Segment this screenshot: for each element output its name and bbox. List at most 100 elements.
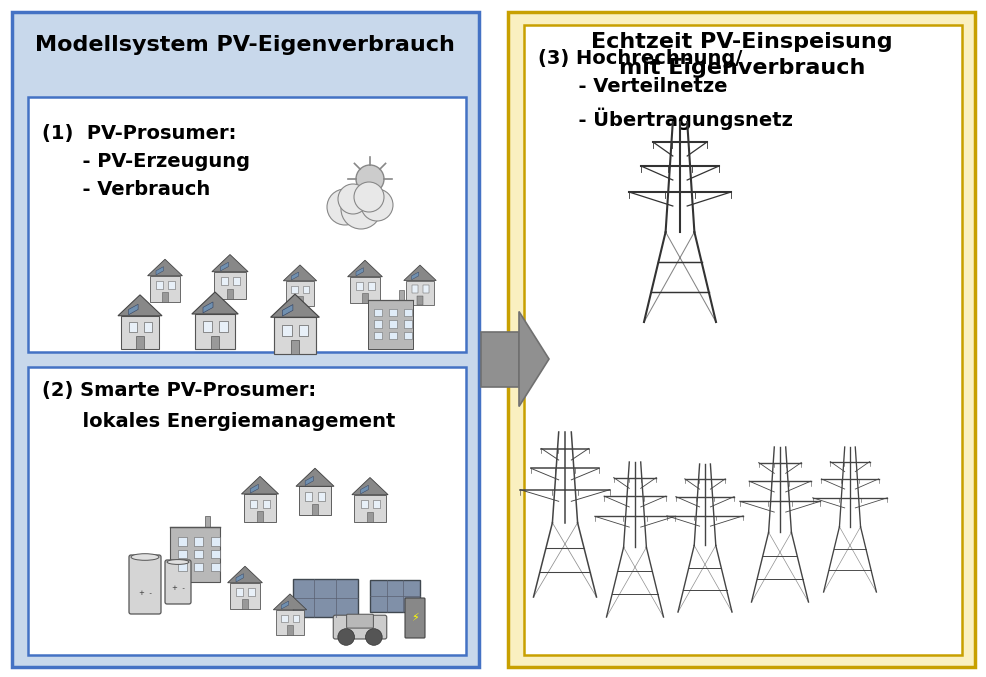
FancyBboxPatch shape <box>210 563 219 571</box>
Circle shape <box>361 189 392 221</box>
Polygon shape <box>283 265 317 281</box>
FancyBboxPatch shape <box>28 97 465 352</box>
FancyBboxPatch shape <box>12 12 478 667</box>
FancyBboxPatch shape <box>194 538 203 546</box>
FancyBboxPatch shape <box>292 579 357 617</box>
Text: Echtzeit PV-Einspeisung
mit Eigenverbrauch: Echtzeit PV-Einspeisung mit Eigenverbrau… <box>591 32 892 79</box>
Polygon shape <box>128 304 138 315</box>
Text: lokales Energiemanagement: lokales Energiemanagement <box>42 412 395 431</box>
FancyBboxPatch shape <box>150 276 179 302</box>
Polygon shape <box>360 485 368 494</box>
FancyBboxPatch shape <box>368 282 375 290</box>
FancyBboxPatch shape <box>242 599 247 609</box>
FancyBboxPatch shape <box>227 288 233 299</box>
FancyBboxPatch shape <box>144 322 152 332</box>
Polygon shape <box>148 259 182 276</box>
Circle shape <box>365 629 382 645</box>
Circle shape <box>356 165 384 193</box>
FancyBboxPatch shape <box>210 538 219 546</box>
Polygon shape <box>228 566 262 583</box>
FancyBboxPatch shape <box>350 277 380 303</box>
FancyBboxPatch shape <box>403 332 411 339</box>
FancyBboxPatch shape <box>177 550 186 559</box>
Polygon shape <box>203 302 213 313</box>
FancyBboxPatch shape <box>333 615 387 639</box>
FancyBboxPatch shape <box>177 538 186 546</box>
FancyBboxPatch shape <box>404 598 425 638</box>
FancyBboxPatch shape <box>370 580 420 612</box>
Polygon shape <box>305 477 313 485</box>
FancyBboxPatch shape <box>129 555 161 614</box>
FancyBboxPatch shape <box>236 588 243 596</box>
FancyBboxPatch shape <box>287 626 293 635</box>
FancyBboxPatch shape <box>374 320 382 328</box>
FancyBboxPatch shape <box>136 336 144 349</box>
FancyBboxPatch shape <box>354 495 386 522</box>
FancyBboxPatch shape <box>305 492 312 501</box>
FancyBboxPatch shape <box>374 332 382 339</box>
FancyBboxPatch shape <box>194 563 203 571</box>
Circle shape <box>340 189 381 229</box>
FancyBboxPatch shape <box>214 271 246 299</box>
FancyBboxPatch shape <box>250 500 257 508</box>
Polygon shape <box>519 311 548 406</box>
FancyBboxPatch shape <box>405 280 434 305</box>
Polygon shape <box>273 594 307 610</box>
FancyBboxPatch shape <box>373 500 380 508</box>
Polygon shape <box>212 255 247 271</box>
FancyBboxPatch shape <box>168 281 175 289</box>
FancyBboxPatch shape <box>362 293 368 303</box>
FancyBboxPatch shape <box>480 332 519 387</box>
Polygon shape <box>411 272 418 280</box>
Text: +  -: + - <box>138 590 151 596</box>
FancyBboxPatch shape <box>398 290 403 299</box>
FancyBboxPatch shape <box>230 583 259 609</box>
FancyBboxPatch shape <box>247 588 254 596</box>
FancyBboxPatch shape <box>121 315 159 349</box>
FancyBboxPatch shape <box>203 321 212 332</box>
FancyBboxPatch shape <box>367 512 373 522</box>
FancyBboxPatch shape <box>346 614 373 628</box>
FancyBboxPatch shape <box>422 286 429 292</box>
Text: (3) Hochrechnung/
      - Verteilnetze
      - Übertragungsnetz: (3) Hochrechnung/ - Verteilnetze - Übert… <box>537 49 792 129</box>
FancyBboxPatch shape <box>417 296 422 305</box>
Polygon shape <box>282 305 293 316</box>
FancyBboxPatch shape <box>367 299 412 349</box>
FancyBboxPatch shape <box>195 314 235 349</box>
Text: ⚡: ⚡ <box>411 613 418 623</box>
Polygon shape <box>352 477 387 495</box>
Circle shape <box>337 629 354 645</box>
FancyBboxPatch shape <box>274 318 316 354</box>
Text: (1)  PV-Prosumer:
      - PV-Erzeugung
      - Verbrauch: (1) PV-Prosumer: - PV-Erzeugung - Verbra… <box>42 124 249 199</box>
Polygon shape <box>347 260 382 277</box>
FancyBboxPatch shape <box>170 527 220 582</box>
Polygon shape <box>236 573 244 582</box>
Polygon shape <box>356 267 363 276</box>
FancyBboxPatch shape <box>312 504 317 515</box>
Polygon shape <box>221 262 228 271</box>
FancyBboxPatch shape <box>297 297 303 306</box>
Polygon shape <box>281 601 288 609</box>
Polygon shape <box>191 292 238 314</box>
FancyBboxPatch shape <box>28 367 465 655</box>
FancyBboxPatch shape <box>293 615 299 622</box>
Polygon shape <box>250 484 258 493</box>
FancyBboxPatch shape <box>156 281 163 289</box>
FancyBboxPatch shape <box>211 336 219 349</box>
Polygon shape <box>156 267 164 275</box>
FancyBboxPatch shape <box>403 309 411 316</box>
Polygon shape <box>296 468 333 486</box>
Polygon shape <box>291 272 298 280</box>
Text: (2) Smarte PV-Prosumer:: (2) Smarte PV-Prosumer: <box>42 381 316 400</box>
FancyBboxPatch shape <box>281 615 287 622</box>
FancyBboxPatch shape <box>221 277 228 285</box>
Ellipse shape <box>131 554 159 561</box>
FancyBboxPatch shape <box>263 500 270 508</box>
FancyBboxPatch shape <box>299 324 309 336</box>
FancyBboxPatch shape <box>128 322 137 332</box>
FancyBboxPatch shape <box>356 282 362 290</box>
FancyBboxPatch shape <box>303 286 309 293</box>
Polygon shape <box>270 294 319 318</box>
FancyBboxPatch shape <box>233 277 240 285</box>
Text: Modellsystem PV-Eigenverbrauch: Modellsystem PV-Eigenverbrauch <box>35 35 455 55</box>
